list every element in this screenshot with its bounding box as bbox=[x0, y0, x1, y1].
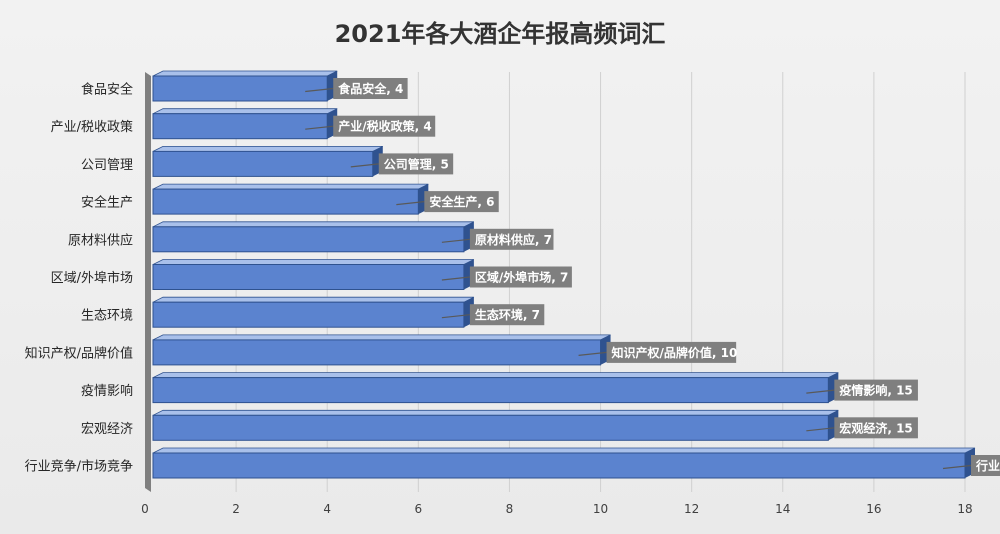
bar bbox=[152, 75, 328, 102]
x-tick-label: 10 bbox=[593, 502, 608, 516]
data-label-leader bbox=[350, 163, 379, 168]
category-label: 知识产权/品牌价值 bbox=[25, 345, 133, 361]
data-label-leader bbox=[942, 464, 972, 470]
data-label: 生态环境, 7 bbox=[475, 307, 540, 322]
chart-title: 2021年各大酒企年报高频词汇 bbox=[334, 20, 666, 48]
bar bbox=[152, 150, 374, 177]
data-label-leader bbox=[806, 389, 835, 394]
data-label-leader bbox=[305, 87, 334, 93]
data-label-box bbox=[378, 153, 454, 175]
category-label: 公司管理 bbox=[81, 158, 133, 173]
data-label: 行业竞争/市场竞争, 18 bbox=[975, 458, 1000, 473]
data-label-leader bbox=[305, 125, 334, 130]
x-tick-label: 18 bbox=[957, 502, 972, 516]
x-tick-label: 12 bbox=[684, 502, 699, 516]
bar-top bbox=[152, 334, 611, 341]
x-tick-label: 14 bbox=[775, 502, 790, 516]
bar bbox=[152, 113, 328, 140]
bar-top bbox=[152, 108, 338, 115]
category-label: 安全生产 bbox=[81, 195, 133, 211]
data-label-box bbox=[469, 304, 545, 326]
data-label-leader bbox=[806, 427, 835, 432]
bar-top bbox=[152, 183, 429, 190]
bar bbox=[152, 339, 602, 366]
data-label: 知识产权/品牌价值, 10 bbox=[611, 345, 738, 360]
bar bbox=[152, 377, 829, 404]
data-label-leader bbox=[578, 351, 607, 356]
data-label: 区域/外埠市场, 7 bbox=[475, 270, 568, 285]
data-label-box bbox=[606, 341, 737, 363]
bar-top bbox=[152, 296, 475, 303]
data-label: 疫情影响, 15 bbox=[839, 383, 912, 398]
x-tick-label: 4 bbox=[323, 502, 331, 516]
category-label: 区域/外埠市场 bbox=[51, 270, 133, 286]
category-label: 食品安全 bbox=[81, 82, 133, 98]
category-label: 行业竞争/市场竞争 bbox=[25, 459, 133, 475]
data-label-box bbox=[469, 266, 572, 288]
bar-top bbox=[152, 145, 383, 152]
bar-top bbox=[152, 221, 475, 228]
data-label: 食品安全, 4 bbox=[337, 81, 403, 96]
bar-top bbox=[152, 372, 839, 379]
bar-top bbox=[152, 259, 475, 265]
category-label: 宏观经济 bbox=[81, 422, 133, 437]
x-tick-label: 6 bbox=[415, 502, 423, 516]
data-label-leader bbox=[441, 314, 470, 319]
data-label: 安全生产, 6 bbox=[429, 194, 494, 209]
bar-top bbox=[152, 447, 976, 454]
data-label-leader bbox=[441, 238, 470, 243]
data-label-box bbox=[834, 379, 918, 401]
data-label-box bbox=[333, 115, 436, 137]
bar bbox=[152, 226, 465, 253]
data-label-box bbox=[469, 228, 554, 250]
category-label: 原材料供应 bbox=[68, 232, 133, 248]
data-label: 公司管理, 5 bbox=[384, 156, 449, 171]
x-tick-label: 16 bbox=[866, 502, 881, 516]
bar bbox=[152, 414, 829, 441]
category-label: 生态环境 bbox=[81, 309, 133, 324]
x-tick-label: 8 bbox=[506, 502, 514, 516]
category-label: 产业/税收政策 bbox=[51, 119, 133, 135]
data-label-box bbox=[834, 417, 918, 439]
bar bbox=[152, 264, 465, 290]
data-label-box bbox=[971, 455, 1000, 476]
data-label-box bbox=[424, 191, 499, 213]
bar-top bbox=[152, 70, 338, 77]
bar-top bbox=[152, 409, 839, 416]
data-label-leader bbox=[396, 201, 425, 206]
y-axis-wall bbox=[145, 72, 151, 492]
bar bbox=[152, 301, 465, 328]
x-tick-label: 0 bbox=[141, 502, 149, 516]
data-label-leader bbox=[441, 276, 470, 281]
data-label: 宏观经济, 15 bbox=[839, 420, 912, 435]
bar bbox=[152, 452, 966, 479]
x-tick-label: 2 bbox=[232, 502, 240, 516]
data-label-box bbox=[333, 78, 408, 99]
data-label: 产业/税收政策, 4 bbox=[338, 119, 431, 134]
category-label: 疫情影响 bbox=[81, 383, 133, 399]
bar bbox=[152, 188, 419, 215]
data-label: 原材料供应, 7 bbox=[475, 232, 552, 247]
